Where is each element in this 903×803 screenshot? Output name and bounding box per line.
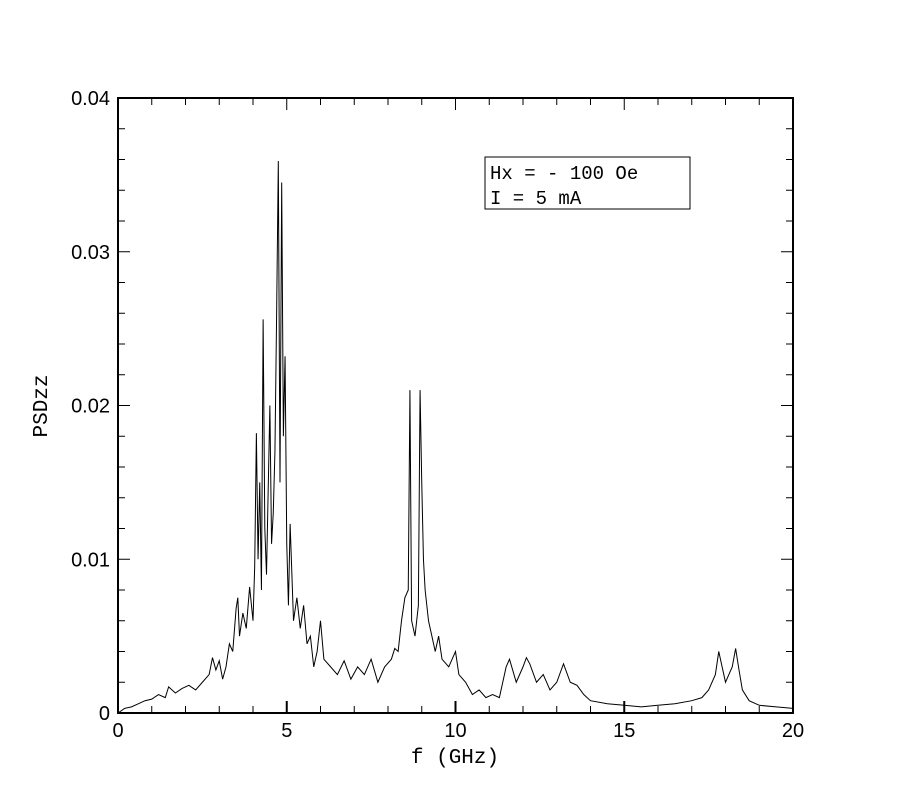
y-tick-label: 0.04	[71, 88, 110, 110]
x-axis-title: f (GHz)	[411, 747, 499, 770]
y-tick-label: 0	[99, 703, 110, 725]
x-tick-label: 5	[281, 720, 292, 742]
y-axis-ticks	[118, 97, 793, 714]
x-tick-label: 15	[613, 720, 635, 742]
y-tick-label: 0.01	[71, 549, 110, 571]
y-tick-label: 0.03	[71, 242, 110, 264]
annotation-line-1: Hx = - 100 Oe	[490, 163, 638, 185]
annotation-frame	[484, 156, 691, 210]
x-tick-label: 0	[112, 720, 123, 742]
y-tick-label: 0.02	[71, 396, 110, 418]
plot-frame	[117, 97, 794, 714]
x-axis-ticks	[117, 98, 794, 713]
annotation-box: Hx = - 100 Oe I = 5 mA	[484, 156, 691, 210]
y-axis-tick-labels: 0 0.01 0.02 0.03 0.04	[71, 88, 110, 725]
x-tick-label: 10	[444, 720, 466, 742]
annotation-line-2: I = 5 mA	[490, 188, 582, 210]
x-tick-label: 20	[782, 720, 804, 742]
y-axis-title: PSDzz	[31, 374, 54, 437]
x-axis-tick-labels: 0 5 10 15 20	[112, 720, 804, 742]
psd-series-line	[117, 161, 794, 714]
